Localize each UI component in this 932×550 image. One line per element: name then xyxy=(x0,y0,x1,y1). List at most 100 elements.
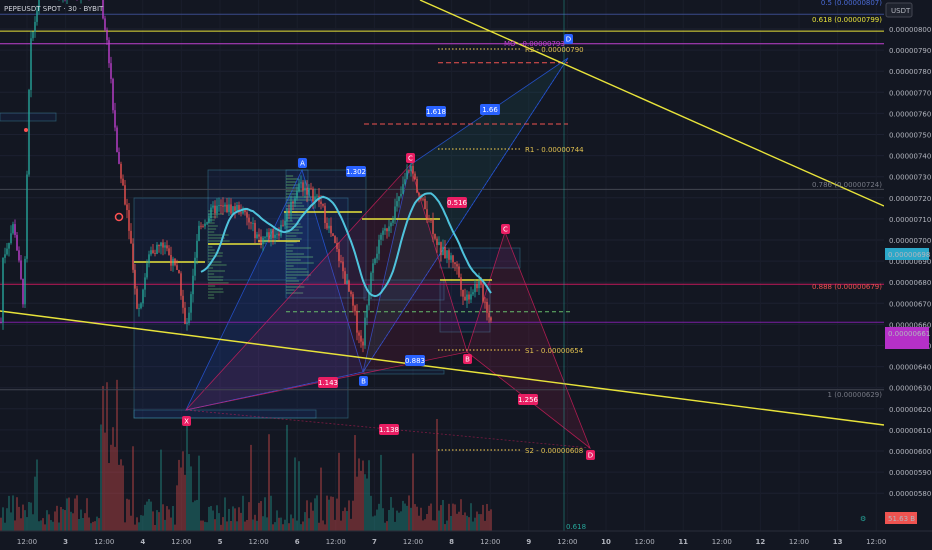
candle-body xyxy=(264,236,266,238)
volume-bar xyxy=(48,514,50,531)
volume-bar xyxy=(50,520,52,531)
candle-body xyxy=(214,205,216,214)
candle-body xyxy=(20,260,22,279)
point-text: B xyxy=(361,378,366,386)
chart-settings-icon[interactable]: ⚙ xyxy=(860,515,866,523)
volume-profile-bar xyxy=(208,297,215,299)
volume-bar xyxy=(490,509,492,531)
volume-bar xyxy=(142,515,144,531)
volume-bar xyxy=(186,421,188,531)
volume-bar xyxy=(306,500,308,531)
volume-profile-bar xyxy=(286,190,304,192)
candle-body xyxy=(190,294,192,313)
volume-bar xyxy=(226,521,228,531)
currency-label: USDT xyxy=(891,7,911,15)
volume-profile-bar xyxy=(208,285,216,287)
volume-bar xyxy=(462,515,464,531)
volume-bar xyxy=(446,520,448,531)
candle-body xyxy=(298,183,300,192)
ratio-badge: 1.66 xyxy=(480,104,500,115)
price-tick-label: 0.00000730 xyxy=(889,174,931,182)
volume-bar xyxy=(488,510,490,531)
moving-average-layer xyxy=(200,192,492,298)
time-tick-label: 5 xyxy=(218,538,223,546)
volume-bar xyxy=(298,461,300,531)
candle-body xyxy=(376,253,378,259)
volume-bar xyxy=(4,522,6,531)
volume-profile-bar xyxy=(286,202,303,204)
zone-box xyxy=(133,197,349,419)
point-text: A xyxy=(300,160,305,168)
volume-bar xyxy=(94,521,96,531)
candle-body xyxy=(314,196,316,202)
time-tick-label: 9 xyxy=(526,538,531,546)
volume-bar xyxy=(416,506,418,531)
candle-body xyxy=(396,201,398,207)
volume-bar xyxy=(252,519,254,531)
volume-bar xyxy=(442,499,444,531)
volume-bar xyxy=(40,520,42,531)
volume-bar xyxy=(400,511,402,531)
pattern-blue-xab xyxy=(185,168,364,411)
candle-body xyxy=(300,182,302,184)
candle-body xyxy=(454,262,456,265)
price-tick-label: 0.00000580 xyxy=(889,490,931,498)
point-text: X xyxy=(184,418,189,426)
candle-body xyxy=(240,212,242,214)
candle-body xyxy=(30,38,32,90)
volume-bar xyxy=(158,512,160,531)
candle-body xyxy=(196,240,198,258)
candle-body xyxy=(212,205,214,208)
candle-body xyxy=(166,245,168,249)
time-tick-label: 10 xyxy=(601,538,611,546)
volume-bar xyxy=(102,385,104,531)
volume-bar xyxy=(184,474,186,531)
volume-bar xyxy=(432,520,434,531)
candle-body xyxy=(106,29,108,41)
volume-bar xyxy=(328,499,330,531)
candle-body xyxy=(184,307,186,325)
volume-bar xyxy=(326,495,328,531)
zone-box xyxy=(439,247,521,269)
ratio-text: 1.138 xyxy=(379,426,399,434)
candle-body xyxy=(354,305,356,312)
candle-body xyxy=(118,152,120,164)
pivot-label: S2 - 0.00000608 xyxy=(525,447,583,455)
candle-body xyxy=(286,210,288,221)
volume-profile-bar xyxy=(208,228,217,230)
volume-bar xyxy=(368,460,370,531)
zone-box xyxy=(363,279,445,301)
volume-bar xyxy=(14,520,16,531)
candle-body xyxy=(126,204,128,211)
volume-bar xyxy=(64,510,66,531)
volume-bar xyxy=(236,521,238,531)
time-tick-label: 12:00 xyxy=(480,538,500,546)
volume-bar xyxy=(178,459,180,531)
ratio-box xyxy=(447,197,467,208)
time-tick-label: 12:00 xyxy=(94,538,114,546)
volume-bar xyxy=(484,520,486,531)
price-tick-label: 0.00000660 xyxy=(889,321,931,329)
volume-bar xyxy=(220,524,222,531)
volume-bar xyxy=(234,508,236,531)
point-box xyxy=(463,354,472,364)
candle-body xyxy=(252,223,254,224)
volume-bar xyxy=(386,521,388,531)
volume-profile-bar xyxy=(286,196,314,198)
candle-body xyxy=(482,284,484,302)
volume-bar xyxy=(426,513,428,531)
currency-selector[interactable] xyxy=(885,2,913,18)
candle-body xyxy=(466,294,468,301)
candle-body xyxy=(402,184,404,194)
volume-bar xyxy=(376,509,378,531)
volume-profile-bar xyxy=(208,222,215,224)
volume-bar xyxy=(84,513,86,531)
volume-bar xyxy=(344,507,346,531)
candle-body xyxy=(276,233,278,235)
candle-body xyxy=(178,269,180,274)
price-tick-label: 0.00000740 xyxy=(889,153,931,161)
time-tick-label: 6 xyxy=(295,538,300,546)
volume-bar xyxy=(52,521,54,531)
volume-bar xyxy=(42,518,44,531)
